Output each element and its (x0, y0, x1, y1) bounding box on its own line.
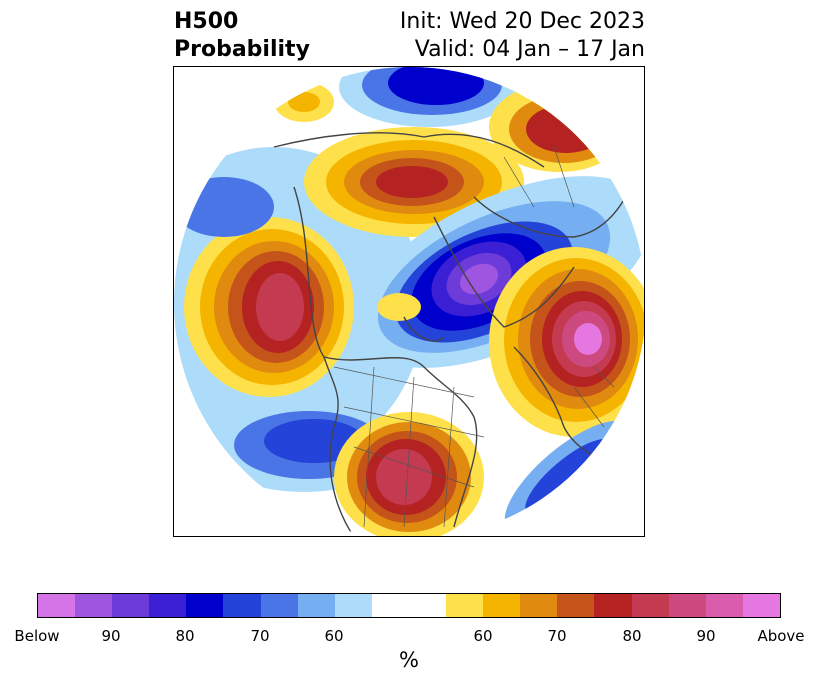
anomaly-west-below (174, 177, 274, 237)
colorbar-segment-above-5 (631, 594, 669, 617)
colorbar-segment-above-3 (557, 594, 595, 617)
colorbar-segment-above-8 (742, 594, 780, 617)
colorbar-segment-above-7 (705, 594, 743, 617)
probability-map (173, 66, 645, 537)
colorbar-segment-below-6 (260, 594, 298, 617)
chart-dates: Init: Wed 20 Dec 2023 Valid: 04 Jan – 17… (400, 8, 645, 64)
colorbar-tick-label: 60 (324, 627, 344, 645)
title-line-1: H500 (174, 9, 239, 34)
colorbar-segment-below-8 (334, 594, 372, 617)
colorbar-segment-neutral (371, 594, 447, 617)
borders (333, 146, 615, 528)
colorbar-segment-below-5 (223, 594, 261, 617)
map-svg (174, 67, 644, 536)
colorbar-segment-below-1 (75, 594, 113, 617)
colorbar-segment-below-3 (149, 594, 187, 617)
colorbar-segment-above-1 (483, 594, 521, 617)
chart-title: H500 Probability (174, 8, 310, 64)
colorbar-segment-below-4 (186, 594, 224, 617)
colorbar-tick-label: Above (757, 627, 805, 645)
colorbar-segment-below-2 (112, 594, 150, 617)
colorbar-segment-above-4 (594, 594, 632, 617)
anomaly-europe-above (489, 247, 644, 437)
colorbar-tick-label: 70 (547, 627, 567, 645)
colorbar-segment-below-7 (297, 594, 335, 617)
init-date: Init: Wed 20 Dec 2023 (399, 9, 645, 34)
valid-period: Valid: 04 Jan – 17 Jan (414, 37, 645, 62)
colorbar-tick-label: 70 (250, 627, 270, 645)
colorbar-tick-label: 90 (101, 627, 121, 645)
colorbar-segment-above-2 (520, 594, 558, 617)
colorbar-segment-above-6 (668, 594, 706, 617)
colorbar-tick-label: Below (14, 627, 60, 645)
colorbar-tick-label: 60 (473, 627, 493, 645)
colorbar-tick-label: 80 (175, 627, 195, 645)
coastlines (273, 132, 635, 536)
anomaly-southeast-us-above (334, 412, 484, 536)
colorbar-tick-label: 90 (696, 627, 716, 645)
colorbar-segment-below-0 (38, 594, 76, 617)
colorbar-tick-label: 80 (622, 627, 642, 645)
colorbar-unit-label: % (399, 648, 419, 672)
anomaly-arctic-small (377, 293, 421, 321)
colorbar-segment-above-0 (446, 594, 484, 617)
anomaly-east-asia-above (489, 82, 629, 172)
title-line-2: Probability (174, 37, 310, 62)
colorbar (37, 593, 781, 618)
